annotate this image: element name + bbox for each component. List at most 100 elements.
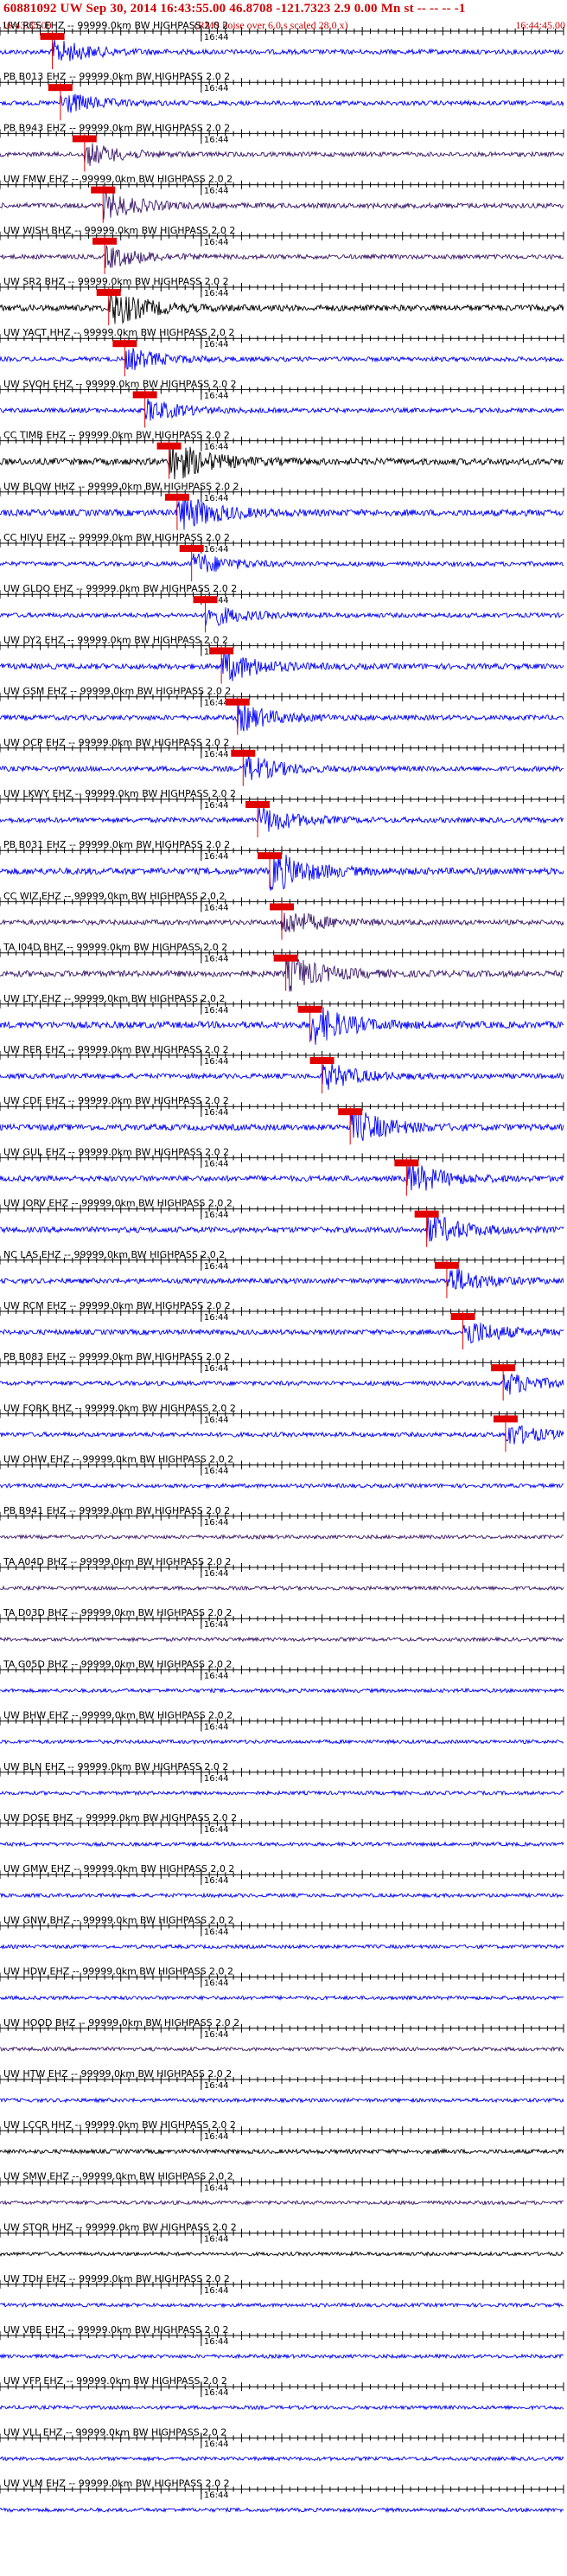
trace-24: 16:44 NC LAS EHZ -- 99999.0km BW HIGHPASS… — [0, 1249, 564, 1298]
minute-tick-label: 16:44 — [204, 238, 229, 247]
waveform — [0, 650, 564, 682]
waveform — [0, 2404, 564, 2411]
station-label: TA A04D BHZ -- 99999.0km BW HIGHPASS 2.0… — [3, 1556, 231, 1567]
station-label: UW FORK BHZ -- 99999.0km BW HIGHPASS 2.0… — [3, 1402, 236, 1413]
minute-tick-label: 16:44 — [204, 494, 229, 503]
trace-15: 16:44 UW LKWY EHZ -- 99999.0km BW HIGHPAS… — [0, 788, 564, 837]
station-label: UW TDH EHZ -- 99999.0km BW HIGHPASS 2.0 … — [3, 2273, 230, 2284]
trace-19: 16:44 UW LTY EHZ -- 99999.0km BW HIGHPASS… — [0, 993, 564, 1045]
station-label: PB B941 EHZ -- 99999.0km BW HIGHPASS 2.0… — [3, 1505, 230, 1516]
station-label: UW GLDO EHZ -- 99999.0km BW HIGHPASS 2.0… — [3, 583, 237, 594]
trace-39: 16:44 UW HOOD BHZ -- 99999.0km BW HIGHPAS… — [0, 2017, 564, 2053]
station-label: UW VLM EHZ -- 99999.0km BW HIGHPASS 2.0 … — [3, 2478, 230, 2489]
station-label: UW VLL EHZ -- 99999.0km BW HIGHPASS 2.0 … — [3, 2426, 226, 2438]
waveform — [0, 1892, 564, 1900]
minute-tick-label: 16:44 — [204, 2235, 229, 2245]
minute-tick-label: 16:44 — [204, 1518, 229, 1528]
minute-tick-label: 16:44 — [204, 1774, 229, 1784]
trace-4: 16:44 UW WISH BHZ -- 99999.0km BW HIGHPAS… — [0, 225, 564, 274]
trace-29: 16:44 PB B941 EHZ -- 99999.0km BW HIGHPAS… — [0, 1505, 564, 1541]
trace-10: 16:44 CC HIVU EHZ -- 99999.0km BW HIGHPAS… — [0, 532, 564, 581]
trace-7: 16:44 UW SVOH EHZ -- 99999.0km BW HIGHPAS… — [0, 378, 564, 428]
station-label: UW BHW EHZ -- 99999.0km BW HIGHPASS 2.0 … — [3, 1710, 233, 1721]
waveform — [0, 1636, 564, 1644]
minute-tick-label: 16:44 — [204, 2132, 229, 2142]
trace-3: 16:44 UW FMW EHZ -- 99999.0km BW HIGHPASS… — [0, 174, 564, 223]
station-label: UW RCM EHZ -- 99999.0km BW HIGHPASS 2.0 … — [3, 1300, 231, 1311]
minute-tick-label: 16:44 — [204, 903, 229, 913]
minute-tick-label: 16:44 — [204, 2081, 229, 2091]
minute-tick-label: 16:44 — [204, 1620, 229, 1630]
trace-13: 16:44 UW GSM EHZ -- 99999.0km BW HIGHPASS… — [0, 686, 564, 735]
trace-17: 16:44 CC WIZ EHZ -- 99999.0km BW HIGHPASS… — [0, 890, 564, 940]
waveform — [0, 1943, 564, 1951]
minute-tick-label: 16:44 — [204, 1825, 229, 1835]
minute-tick-label: 16:44 — [204, 1979, 229, 1989]
waveform — [0, 1482, 564, 1490]
minute-tick-label: 16:44 — [204, 2439, 229, 2449]
waveform — [0, 2455, 564, 2463]
station-label: UW SMW EHZ -- 99999.0km BW HIGHPASS 2.0 … — [3, 2170, 233, 2182]
trace-1: 16:44 PB B013 EHZ -- 99999.0km BW HIGHPAS… — [0, 71, 564, 121]
waveform — [0, 2353, 564, 2360]
minute-tick-label: 16:44 — [204, 187, 229, 196]
station-label: PB B031 EHZ -- 99999.0km BW HIGHPASS 2.0… — [3, 839, 230, 850]
minute-tick-label: 16:44 — [204, 1108, 229, 1118]
waveform — [0, 1214, 564, 1242]
station-label: PB B013 EHZ -- 99999.0km BW HIGHPASS 2.0… — [3, 71, 230, 82]
minute-tick-label: 16:44 — [204, 84, 229, 93]
trace-34: 16:44 UW BLN EHZ -- 99999.0km BW HIGHPASS… — [0, 1761, 564, 1797]
minute-tick-label: 16:44 — [204, 1006, 229, 1016]
minute-tick-label: 16:44 — [204, 2030, 229, 2040]
waveform — [0, 39, 564, 61]
trace-44: 16:44 UW TDH EHZ -- 99999.0km BW HIGHPASS… — [0, 2273, 564, 2309]
station-label: UW VBE EHZ -- 99999.0km BW HIGHPASS 2.0 … — [3, 2324, 228, 2336]
station-label: PB B943 EHZ -- 99999.0km BW HIGHPASS 2.0… — [3, 122, 230, 133]
waveform — [0, 2046, 564, 2053]
waveform — [0, 1739, 564, 1746]
trace-26: 16:44 PB B083 EHZ -- 99999.0km BW HIGHPAS… — [0, 1351, 564, 1401]
minute-tick-label: 16:44 — [204, 1159, 229, 1169]
station-label: NC LAS EHZ -- 99999.0km BW HIGHPASS 2.0 … — [3, 1249, 225, 1260]
waveform — [0, 1109, 564, 1142]
station-label: UW BLN EHZ -- 99999.0km BW HIGHPASS 2.0 … — [3, 1761, 228, 1772]
trace-31: 16:44 TA D03D BHZ -- 99999.0km BW HIGHPAS… — [0, 1607, 564, 1644]
station-label: PB B083 EHZ -- 99999.0km BW HIGHPASS 2.0… — [3, 1351, 230, 1362]
station-label: UW HTW EHZ -- 99999.0km BW HIGHPASS 2.0 … — [3, 2068, 232, 2079]
station-label: TA I04D BHZ -- 99999.0km BW HIGHPASS 2.0… — [3, 942, 227, 953]
waveform — [0, 143, 564, 166]
trace-2: 16:44 PB B943 EHZ -- 99999.0km BW HIGHPAS… — [0, 122, 564, 172]
trace-5: 16:44 UW SR2 BHZ -- 99999.0km BW HIGHPASS… — [0, 276, 564, 325]
minute-tick-label: 16:44 — [204, 1057, 229, 1067]
waveform — [0, 2302, 564, 2309]
station-label: UW SVOH EHZ -- 99999.0km BW HIGHPASS 2.0… — [3, 378, 237, 389]
trace-43: 16:44 UW STOR HHZ -- 99999.0km BW HIGHPAS… — [0, 2222, 564, 2258]
waveform — [0, 2097, 564, 2104]
waveform — [0, 855, 564, 891]
waveform — [0, 1007, 564, 1045]
station-label: UW GUL EHZ -- 99999.0km BW HIGHPASS 2.0 … — [3, 1146, 229, 1157]
station-label: UW LKWY EHZ -- 99999.0km BW HIGHPASS 2.0… — [3, 788, 236, 799]
minute-tick-label: 16:44 — [204, 1876, 229, 1886]
rms-note: (RMS noise over 6.0 s scaled 28.0 x) — [194, 19, 348, 31]
trace-30: 16:44 TA A04D BHZ -- 99999.0km BW HIGHPAS… — [0, 1556, 564, 1592]
waveform — [0, 1425, 564, 1445]
minute-tick-label: 16:44 — [204, 801, 229, 811]
minute-tick-label: 16:44 — [204, 443, 229, 452]
trace-20: 16:44 UW RER EHZ -- 99999.0km BW HIGHPASS… — [0, 1044, 564, 1093]
trace-35: 16:44 UW DOSE BHZ -- 99999.0km BW HIGHPAS… — [0, 1812, 564, 1848]
station-label: UW WISH BHZ -- 99999.0km BW HIGHPASS 2.0… — [3, 225, 235, 236]
station-label: UW OHW EHZ -- 99999.0km BW HIGHPASS 2.0 … — [3, 1454, 233, 1465]
waveform — [0, 190, 564, 220]
station-label: UW VFP EHZ -- 99999.0km BW HIGHPASS 2.0 … — [3, 2375, 227, 2387]
waveform — [0, 955, 564, 992]
waveform — [0, 1687, 564, 1694]
waveform — [0, 1841, 564, 1848]
minute-tick-label: 16:44 — [204, 340, 229, 349]
minute-tick-label: 16:44 — [204, 1364, 229, 1374]
station-label: UW GMW EHZ -- 99999.0km BW HIGHPASS 2.0 … — [3, 1863, 234, 1874]
